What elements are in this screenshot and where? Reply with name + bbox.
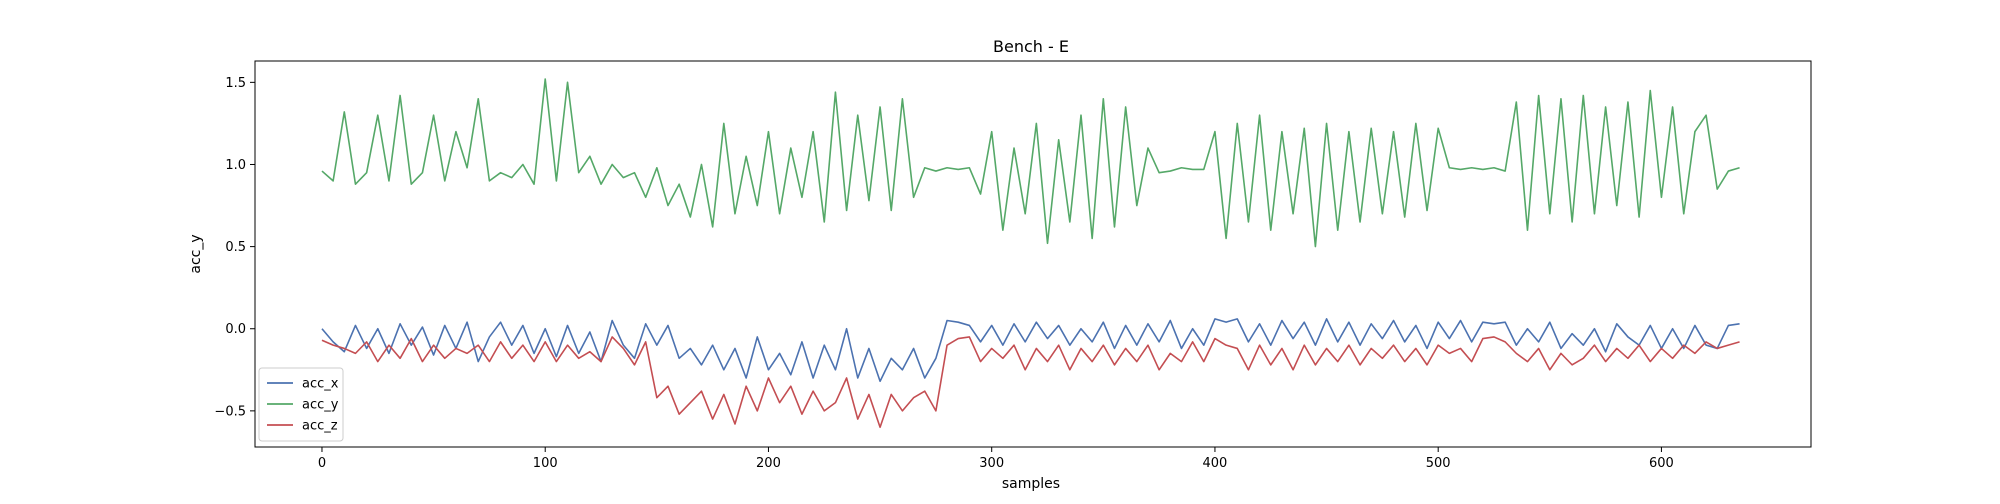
x-axis: 0 100 200 300 400 500 600	[318, 447, 1674, 471]
series-line-acc-y	[321, 78, 1740, 248]
plot-frame	[254, 60, 1812, 448]
legend-box	[258, 367, 344, 442]
y-tick-label: 0.5	[225, 240, 246, 255]
x-tick-label: 400	[1203, 456, 1228, 471]
legend-label-acc-x: acc_x	[302, 377, 339, 392]
legend: acc_x acc_y acc_z	[258, 367, 344, 442]
x-tick-label: 200	[756, 456, 781, 471]
series-line-acc-x	[321, 318, 1740, 383]
legend-label-acc-z: acc_z	[302, 419, 338, 434]
x-axis-label: samples	[1002, 476, 1060, 492]
y-axis: −0.5 0.0 0.5 1.0 1.5	[214, 76, 255, 419]
y-tick-label: −0.5	[214, 404, 246, 419]
chart-title: Bench - E	[993, 37, 1069, 56]
x-tick-label: 100	[533, 456, 558, 471]
x-tick-label: 600	[1649, 456, 1674, 471]
y-tick-label: 1.0	[225, 158, 246, 173]
y-axis-label: acc_y	[188, 234, 204, 273]
series-line-acc-z	[321, 336, 1740, 429]
x-tick-label: 300	[979, 456, 1004, 471]
y-tick-label: 1.5	[225, 76, 246, 91]
y-tick-label: 0.0	[225, 322, 246, 337]
legend-label-acc-y: acc_y	[302, 398, 339, 413]
x-tick-label: 0	[318, 456, 326, 471]
series-layer	[321, 78, 1740, 429]
x-tick-label: 500	[1426, 456, 1451, 471]
